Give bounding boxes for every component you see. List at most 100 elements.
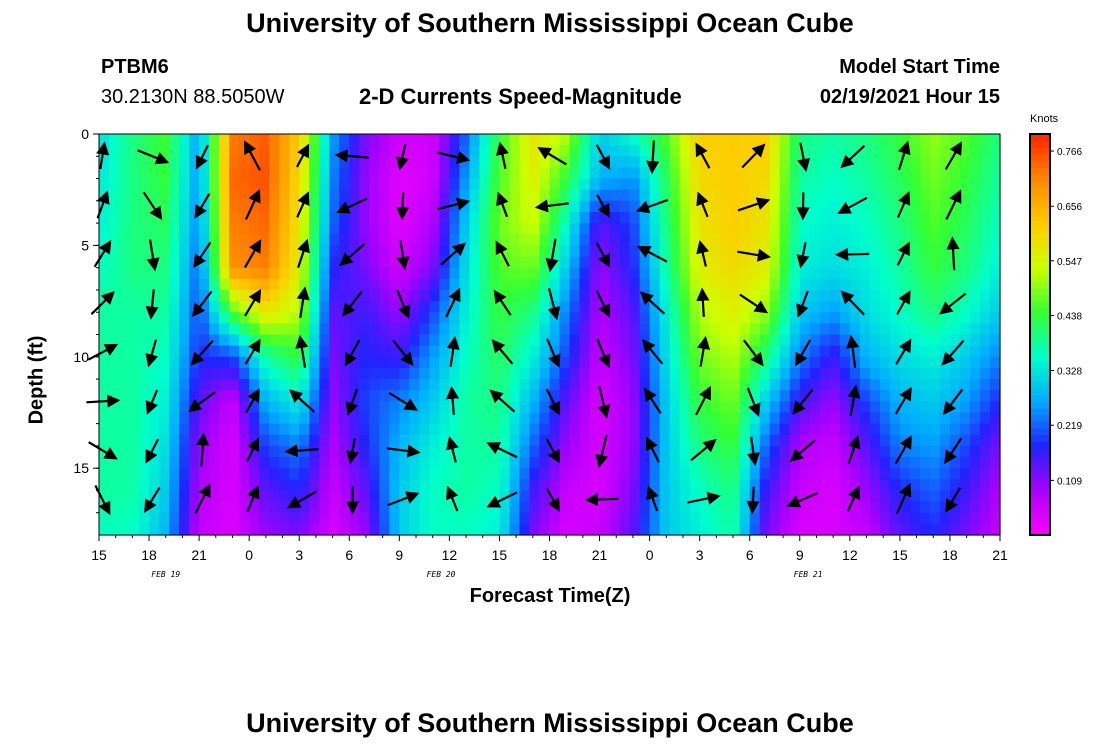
heatmap-cell: [919, 200, 931, 213]
heatmap-cell: [889, 345, 901, 358]
heatmap-cell: [119, 457, 130, 469]
heatmap-cell: [609, 457, 621, 469]
heatmap-cell: [989, 312, 1001, 324]
heatmap-cell: [369, 512, 380, 525]
heatmap-cell: [529, 356, 541, 369]
heatmap-cell: [679, 512, 691, 525]
heatmap-cell: [739, 434, 751, 447]
heatmap-cell: [679, 323, 691, 336]
heatmap-cell: [139, 434, 150, 447]
heatmap-cell: [759, 134, 771, 146]
heatmap-cell: [389, 401, 400, 414]
heatmap-cell: [399, 445, 410, 458]
heatmap-cell: [599, 278, 611, 291]
heatmap-cell: [729, 234, 741, 246]
heatmap-cell: [649, 189, 661, 202]
heatmap-cell: [709, 323, 721, 336]
heatmap-cell: [839, 390, 851, 402]
heatmap-cell: [709, 423, 721, 436]
heatmap-cell: [989, 468, 1001, 480]
heatmap-cell: [859, 379, 871, 391]
heatmap-cell: [139, 245, 150, 258]
heatmap-cell: [139, 479, 150, 492]
heatmap-cell: [809, 423, 821, 436]
heatmap-cell: [859, 323, 871, 336]
heatmap-cell: [109, 145, 120, 157]
heatmap-cell: [589, 423, 601, 436]
heatmap-cell: [919, 223, 931, 235]
heatmap-cell: [309, 457, 320, 469]
heatmap-cell: [699, 479, 711, 492]
colorbar-segment: [1030, 214, 1050, 222]
heatmap-cell: [279, 423, 290, 436]
heatmap-cell: [109, 234, 120, 246]
heatmap-cell: [859, 267, 871, 280]
heatmap-cell: [849, 412, 861, 425]
heatmap-cell: [389, 234, 400, 246]
heatmap-cell: [199, 178, 210, 191]
heatmap-cell: [239, 245, 250, 258]
colorbar-segment: [1030, 147, 1050, 155]
colorbar-segment: [1030, 174, 1050, 182]
heatmap-cell: [129, 289, 140, 302]
heatmap-cell: [589, 211, 601, 224]
heatmap-cell: [649, 256, 661, 269]
heatmap-cell: [289, 156, 300, 169]
heatmap-cell: [139, 267, 150, 280]
heatmap-cell: [229, 512, 240, 525]
heatmap-cell: [689, 134, 701, 146]
heatmap-cell: [749, 479, 761, 492]
heatmap-cell: [309, 367, 320, 380]
heatmap-cell: [869, 345, 881, 358]
heatmap-cell: [719, 356, 731, 369]
heatmap-cell: [959, 479, 971, 492]
heatmap-cell: [199, 468, 210, 480]
current-vector-arrow: [946, 236, 960, 271]
heatmap-cell: [469, 289, 481, 302]
heatmap-cell: [269, 178, 280, 191]
heatmap-cell: [389, 356, 400, 369]
heatmap-cell: [599, 523, 611, 536]
current-vector-arrow: [489, 389, 516, 413]
colorbar-segment: [1030, 501, 1050, 509]
heatmap-cell: [879, 167, 891, 180]
heatmap-cell: [909, 379, 921, 391]
heatmap-cell: [579, 145, 591, 157]
heatmap-cell: [429, 234, 440, 246]
heatmap-cell: [639, 234, 651, 246]
heatmap-cell: [959, 156, 971, 169]
heatmap-cell: [639, 356, 651, 369]
heatmap-cell: [509, 390, 521, 402]
heatmap-cell: [259, 445, 270, 458]
current-vector-arrow: [847, 435, 861, 464]
heatmap-cell: [609, 178, 621, 191]
heatmap-cell: [509, 490, 521, 503]
heatmap-cell: [549, 167, 561, 180]
current-vector-arrow: [386, 444, 421, 458]
heatmap-cell: [169, 445, 180, 458]
heatmap-cell: [479, 278, 491, 291]
heatmap-cell: [479, 512, 491, 525]
heatmap-cell: [679, 145, 691, 157]
heatmap-cell: [439, 189, 450, 202]
heatmap-cell: [909, 167, 921, 180]
heatmap-cell: [819, 490, 831, 503]
heatmap-cell: [609, 223, 621, 235]
heatmap-cell: [679, 468, 691, 480]
heatmap-cell: [149, 423, 160, 436]
heatmap-cell: [749, 134, 761, 146]
heatmap-cell: [949, 167, 961, 180]
heatmap-cell: [149, 223, 160, 235]
heatmap-cell: [559, 223, 571, 235]
heatmap-cell: [509, 156, 521, 169]
heatmap-cell: [329, 490, 340, 503]
current-vector-arrow: [942, 388, 964, 416]
heatmap-cell: [719, 390, 731, 402]
heatmap-cell: [379, 523, 390, 536]
heatmap-cell: [239, 468, 250, 480]
heatmap-cell: [279, 301, 290, 313]
heatmap-cell: [179, 523, 190, 536]
heatmap-cell: [319, 356, 330, 369]
heatmap-cell: [349, 178, 360, 191]
heatmap-cell: [809, 323, 821, 336]
